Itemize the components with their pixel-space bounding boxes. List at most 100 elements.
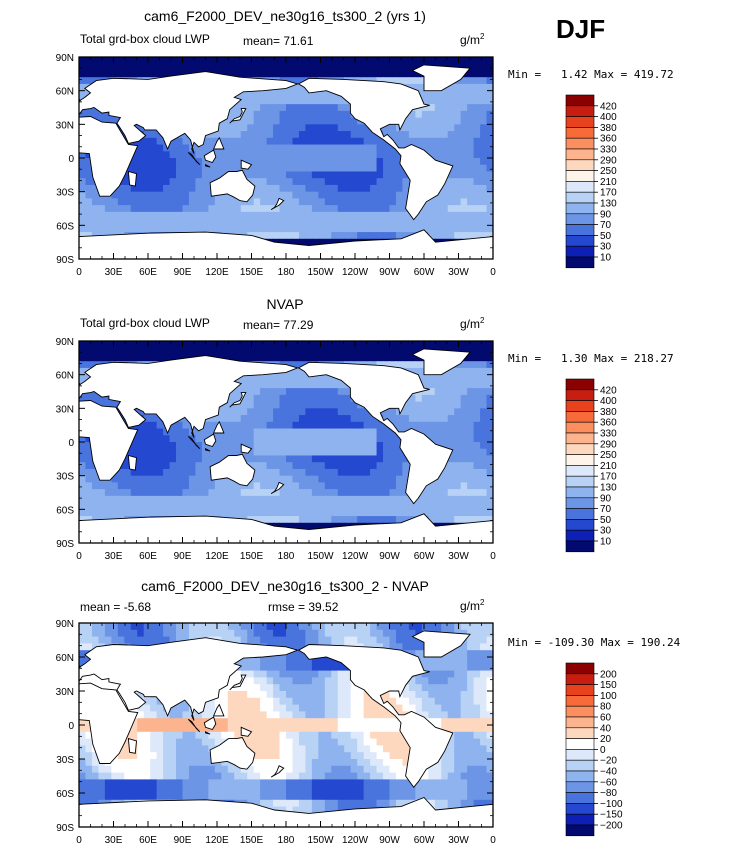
colorbar-label: 50	[600, 515, 612, 526]
colorbar-box	[565, 519, 595, 531]
x-tick-label: 90E	[174, 551, 192, 562]
y-tick-label: 0	[68, 438, 74, 449]
land-polygon-3	[297, 77, 454, 221]
colorbar-label: −200	[600, 821, 623, 832]
land-polygon-3	[297, 644, 454, 789]
x-tick-label: 0	[76, 835, 82, 846]
colorbar-box	[565, 454, 595, 466]
colorbar-box	[565, 508, 595, 520]
land-polygon-8	[205, 163, 211, 168]
colorbar-box	[565, 94, 595, 107]
colorbar-box	[565, 191, 595, 204]
colorbar-box	[565, 224, 595, 236]
colorbar-box	[565, 213, 595, 225]
x-tick-label: 120W	[342, 835, 369, 846]
colorbar-label: 200	[600, 669, 617, 680]
x-tick-label: 180	[278, 267, 295, 278]
land-polygon-14	[212, 136, 225, 150]
y-tick-label: 0	[68, 154, 74, 165]
land-polygon-2	[209, 736, 256, 770]
colorbar-label: 30	[600, 242, 612, 253]
colorbar-label: 250	[600, 450, 617, 461]
land-polygon-6	[229, 392, 247, 408]
land-polygon-3	[297, 361, 454, 505]
colorbar-box	[565, 400, 595, 412]
y-tick-label: 30S	[56, 755, 74, 766]
colorbar-label: 290	[600, 439, 617, 450]
y-tick-label: 30N	[56, 687, 74, 698]
land-polygon-7	[187, 152, 201, 166]
y-tick-label: 60N	[56, 87, 74, 98]
land-polygon-0	[79, 400, 139, 481]
colorbar-label: 10	[600, 253, 612, 264]
colorbar-label: 420	[600, 101, 617, 112]
colorbar-label: 420	[600, 385, 617, 396]
land-polygon-0	[79, 682, 139, 764]
colorbar-box	[565, 245, 595, 258]
land-polygon-8	[205, 731, 211, 735]
colorbar-box	[565, 465, 595, 477]
colorbar-box	[565, 116, 595, 128]
x-tick-label: 150W	[307, 267, 334, 278]
panel-2-mean: mean= 77.29	[243, 318, 314, 332]
colorbar-box	[565, 181, 595, 193]
y-tick-label: 60S	[56, 221, 74, 232]
colorbar-label: −40	[600, 767, 617, 778]
land-polygon-11	[270, 481, 285, 494]
colorbar-box	[565, 235, 595, 247]
land-polygon-6	[229, 108, 247, 124]
colorbar-box	[565, 105, 595, 117]
land-polygon-9	[203, 716, 217, 731]
colorbar-box	[565, 256, 595, 269]
colorbar-label: 0	[600, 745, 606, 756]
colorbar-label: 20	[600, 734, 612, 745]
colorbar-label: 210	[600, 177, 617, 188]
colorbar-label: 290	[600, 155, 617, 166]
colorbar-label: 330	[600, 145, 617, 156]
x-tick-label: 120E	[205, 835, 229, 846]
land-polygon-11	[270, 765, 285, 778]
land-polygon-4	[411, 630, 471, 658]
land-polygon-4	[411, 348, 471, 376]
colorbar-label: 90	[600, 493, 612, 504]
panel-1-minmax: Min = 1.42 Max = 419.72	[508, 68, 674, 81]
colorbar-label: 380	[600, 123, 617, 134]
colorbar-box	[565, 432, 595, 445]
colorbar-label: 330	[600, 429, 617, 440]
panel-1-mean: mean= 71.61	[243, 34, 314, 48]
x-tick-label: 180	[278, 835, 295, 846]
colorbar-box	[565, 813, 595, 826]
land-polygon-6	[229, 674, 247, 691]
land-polygon-14	[212, 703, 225, 717]
colorbar-label: 50	[600, 231, 612, 242]
x-tick-label: 30W	[448, 267, 469, 278]
colorbar-label: 170	[600, 188, 617, 199]
panel-3-units: g/m2	[460, 598, 485, 613]
land-polygon-7	[187, 436, 201, 450]
y-tick-label: 60S	[56, 505, 74, 516]
colorbar-box	[565, 738, 595, 750]
y-tick-label: 90S	[56, 823, 74, 834]
land-polygon-10	[240, 159, 253, 170]
colorbar-box	[565, 749, 595, 761]
land-polygon-12	[127, 737, 137, 754]
x-tick-label: 120E	[205, 267, 229, 278]
y-tick-label: 90N	[56, 53, 74, 64]
colorbar-box	[565, 824, 595, 837]
land-polygon-5	[79, 229, 493, 259]
y-tick-label: 90N	[56, 337, 74, 348]
land-polygon-14	[212, 420, 225, 434]
colorbar-box	[565, 529, 595, 542]
x-tick-label: 0	[490, 835, 496, 846]
land-polygon-4	[411, 64, 471, 92]
colorbar-box	[565, 443, 595, 455]
colorbar-box	[565, 803, 595, 815]
colorbar-box	[565, 378, 595, 391]
land-polygon-10	[240, 443, 253, 454]
panel-3-minmax: Min = -109.30 Max = 190.24	[508, 636, 681, 649]
land-polygon-8	[205, 447, 211, 452]
x-tick-label: 60E	[139, 267, 157, 278]
